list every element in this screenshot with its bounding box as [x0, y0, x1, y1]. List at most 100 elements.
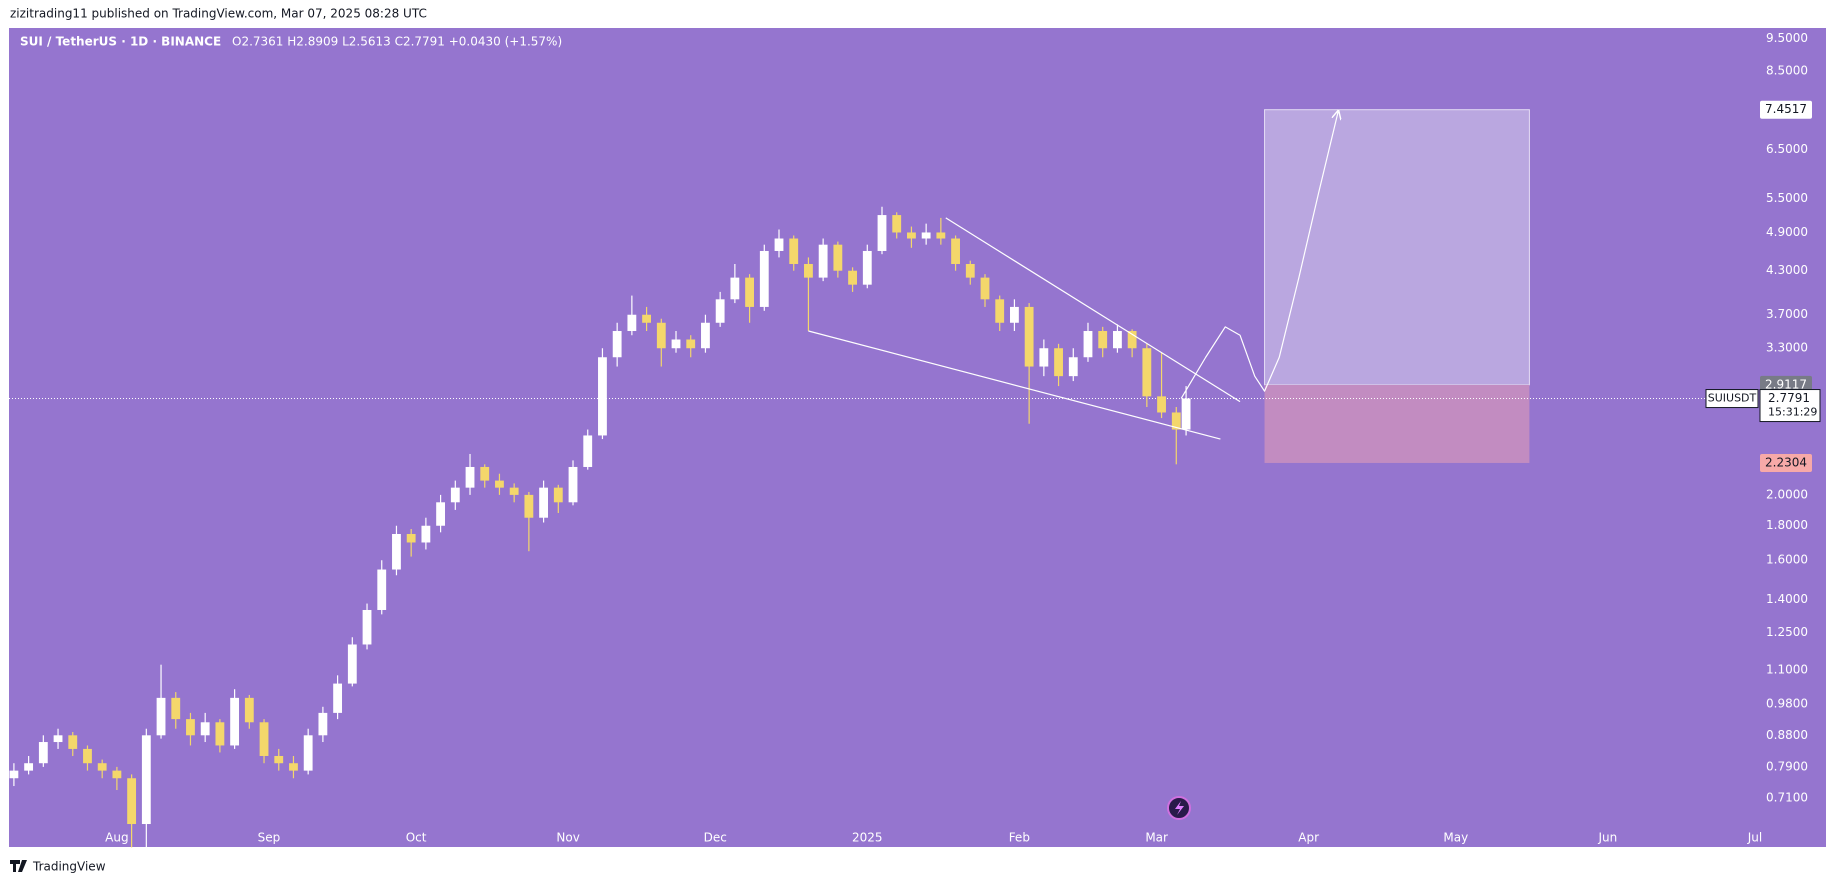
candle-body — [686, 339, 696, 349]
x-tick-label: Nov — [556, 831, 579, 845]
candle-body — [509, 487, 519, 495]
candle-body — [598, 357, 607, 436]
candle-body — [1054, 348, 1063, 377]
candle-body — [392, 533, 401, 570]
x-tick-label: Feb — [1009, 831, 1030, 845]
candle-body — [1181, 398, 1191, 430]
candle-body — [1010, 306, 1019, 323]
plot: 9.5000 8.5000 6.5000 5.5000 4.9000 4.3000 3.70… — [9, 31, 1821, 848]
candle-body — [627, 314, 637, 332]
y-tick-label: 1.8000 — [1766, 518, 1808, 532]
candle-body — [804, 263, 813, 278]
candle-body — [53, 735, 63, 743]
candle-body — [156, 697, 166, 736]
legend-symbol: SUI / TetherUS · 1D · BINANCE — [20, 35, 221, 49]
candle-body — [141, 735, 151, 825]
candle-body — [612, 331, 622, 358]
candle-body — [877, 215, 887, 251]
target-tag-bg — [1760, 100, 1812, 119]
x-tick-label: Jul — [1747, 831, 1762, 845]
candle-body — [907, 232, 916, 239]
y-tick-label: 1.1000 — [1766, 662, 1808, 676]
candle-body — [715, 299, 725, 323]
candle-body — [450, 487, 460, 503]
candle-body — [1127, 331, 1137, 349]
candle-body — [671, 339, 681, 349]
x-tick-label: Sep — [258, 831, 281, 845]
candle-body — [936, 232, 946, 239]
candle-body — [171, 697, 181, 720]
y-tick-label: 0.8800 — [1766, 728, 1808, 742]
candle-body — [583, 435, 593, 467]
candle-body — [377, 569, 387, 610]
candle-body — [1083, 331, 1093, 358]
candle-body — [1039, 348, 1049, 367]
candle-body — [862, 250, 872, 285]
target-tag: 7.4517 — [1765, 102, 1807, 116]
candle-body — [524, 494, 534, 518]
candle-body — [656, 322, 666, 349]
symbol-tag: SUIUSDT — [1708, 392, 1757, 405]
stop-tag: 2.2304 — [1765, 455, 1807, 469]
x-tick-label: May — [1443, 831, 1468, 845]
y-tick-label: 5.5000 — [1766, 191, 1808, 205]
candle-body — [730, 277, 740, 300]
candle-body — [553, 487, 563, 503]
y-tick-label: 2.0000 — [1766, 487, 1808, 501]
candle-body — [333, 683, 343, 713]
x-tick-label: Apr — [1298, 831, 1319, 845]
candle-body — [1098, 331, 1108, 349]
x-tick-label: Jun — [1597, 831, 1617, 845]
y-tick-label: 9.5000 — [1766, 31, 1808, 45]
y-tick-label: 6.5000 — [1766, 142, 1808, 156]
y-tick-label: 1.4000 — [1766, 592, 1808, 606]
candle-body — [774, 238, 784, 251]
candle-body — [951, 238, 960, 264]
candle-body — [215, 722, 225, 746]
candle-body — [980, 277, 990, 300]
candle-body — [1068, 357, 1078, 377]
candle-body — [200, 722, 210, 736]
last-price: 2.7791 — [1768, 391, 1810, 405]
y-tick-label: 0.7900 — [1766, 759, 1808, 773]
candle-body — [244, 697, 254, 723]
candle-body — [1142, 348, 1152, 397]
candle-body — [745, 277, 754, 307]
countdown: 15:31:29 — [1768, 406, 1817, 419]
trend-drawing — [945, 217, 1241, 403]
candle-body — [465, 466, 475, 488]
entry-tag: 2.9117 — [1765, 377, 1807, 391]
x-tick-label: 2025 — [852, 831, 883, 845]
last-price-bg — [1759, 389, 1821, 423]
candle-body — [259, 722, 269, 756]
candle-body — [9, 770, 19, 779]
candle-body — [568, 466, 578, 503]
candle-body — [539, 487, 549, 518]
candle-body — [24, 763, 34, 771]
candle-body — [789, 238, 799, 264]
y-tick-label: 0.7100 — [1766, 791, 1808, 805]
candle-body — [1171, 412, 1181, 430]
y-tick-label: 8.5000 — [1766, 64, 1808, 78]
candle-body — [892, 215, 902, 233]
y-tick-label: 0.9800 — [1766, 696, 1808, 710]
x-tick-label: Dec — [704, 831, 727, 845]
candle-body — [68, 735, 78, 749]
trend-drawing — [1180, 112, 1338, 399]
y-tick-label: 4.3000 — [1766, 263, 1808, 277]
candle-body — [833, 244, 843, 271]
stop-tag-bg — [1760, 453, 1812, 472]
candle-body — [186, 719, 195, 736]
candle-body — [642, 314, 651, 323]
candle-body — [347, 644, 357, 684]
candle-body — [289, 763, 298, 771]
candle-body — [818, 244, 828, 278]
candle-body — [965, 263, 975, 278]
header: zizitrading11 published on TradingView.c… — [10, 7, 427, 21]
footer-logo — [10, 860, 27, 872]
chart-background — [9, 28, 1826, 847]
candle-body — [406, 533, 416, 543]
candle-body — [362, 609, 372, 645]
